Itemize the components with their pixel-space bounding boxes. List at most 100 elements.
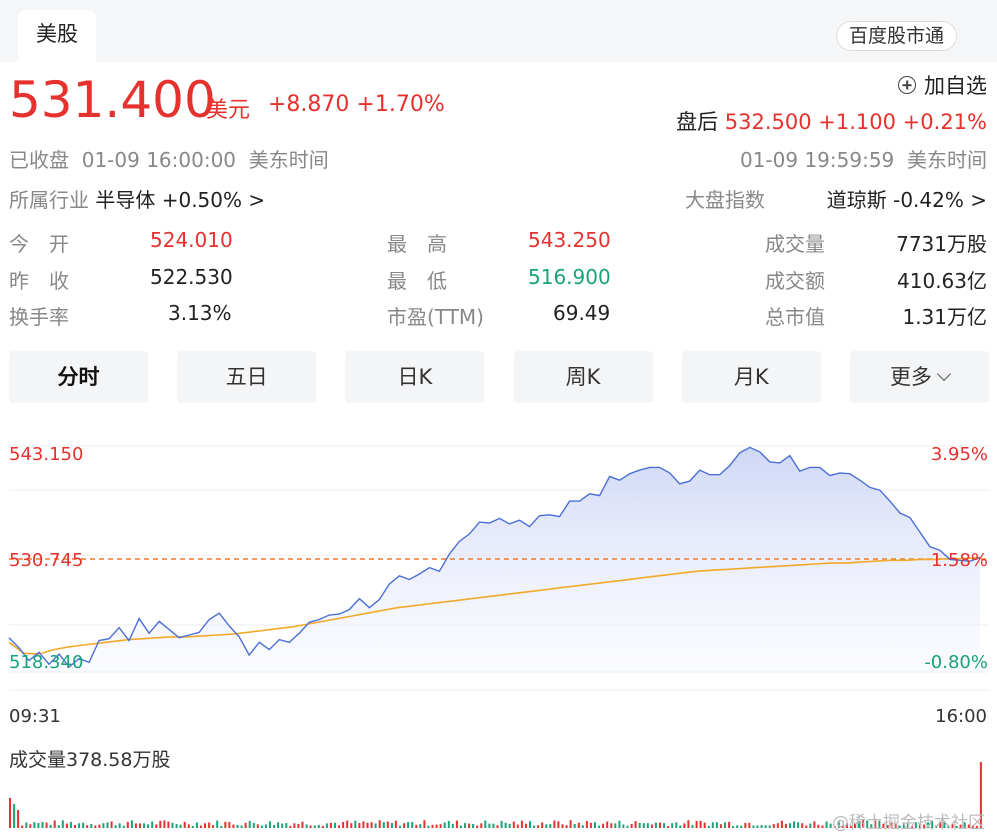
chevron-right-icon: > bbox=[248, 188, 266, 212]
volume-bar bbox=[390, 823, 393, 828]
market-tab[interactable]: 美股 bbox=[18, 10, 96, 62]
stat-high-label: 最 高 bbox=[387, 232, 447, 256]
volume-bar bbox=[898, 825, 901, 828]
volume-bar bbox=[927, 822, 930, 828]
volume-bar bbox=[667, 826, 670, 828]
volume-bar bbox=[488, 823, 491, 828]
volume-bar bbox=[464, 823, 466, 828]
price-area-fill bbox=[9, 447, 980, 672]
volume-bar bbox=[370, 822, 373, 828]
volume-bar bbox=[780, 820, 783, 828]
y-label-mid-right: 1.58% bbox=[931, 550, 988, 571]
index-label-text: 大盘指数 bbox=[685, 188, 765, 212]
volume-bar bbox=[102, 823, 105, 828]
volume-bar bbox=[610, 823, 613, 828]
volume-bar bbox=[772, 824, 775, 828]
volume-bar bbox=[49, 824, 52, 828]
volume-bar bbox=[711, 822, 714, 828]
volume-bar bbox=[455, 820, 458, 828]
volume-bar bbox=[492, 823, 495, 828]
volume-bar bbox=[870, 824, 873, 828]
volume-bar bbox=[224, 821, 227, 828]
volume-bar bbox=[212, 825, 215, 828]
volume-bar bbox=[760, 825, 763, 828]
volume-bar bbox=[663, 823, 666, 828]
volume-bar bbox=[504, 822, 507, 828]
volume-bar bbox=[25, 822, 28, 828]
volume-bar bbox=[130, 820, 133, 828]
chevron-down-icon bbox=[936, 366, 952, 382]
tab-more[interactable]: 更多 bbox=[849, 351, 989, 403]
volume-bar bbox=[155, 824, 158, 828]
volume-bar bbox=[585, 821, 588, 828]
volume-bar bbox=[439, 824, 442, 828]
industry-link[interactable]: 所属行业 半导体 +0.50% > bbox=[9, 184, 265, 213]
volume-bar bbox=[845, 823, 848, 828]
volume-bar bbox=[935, 825, 938, 828]
volume-bar bbox=[264, 824, 267, 828]
volume-bar bbox=[273, 825, 276, 828]
currency-label: 美元 bbox=[206, 98, 251, 123]
volume-bar bbox=[313, 825, 316, 828]
volume-bar bbox=[37, 823, 40, 828]
volume-bar bbox=[33, 822, 36, 828]
watermark: @稀土掘金技术社区 bbox=[832, 813, 985, 833]
volume-bar bbox=[82, 822, 85, 828]
volume-bar bbox=[281, 823, 284, 828]
chevron-right-icon: > bbox=[970, 188, 987, 212]
price-change: +8.870 +1.70% bbox=[268, 92, 445, 117]
volume-bar bbox=[480, 823, 483, 828]
tab-intraday[interactable]: 分时 bbox=[9, 351, 148, 403]
volume-bar bbox=[732, 825, 735, 828]
volume-bar bbox=[955, 825, 958, 828]
volume-bar bbox=[902, 823, 905, 828]
add-watchlist-button[interactable]: 加自选 bbox=[898, 70, 987, 100]
service-button[interactable]: 百度股市通 bbox=[835, 21, 957, 51]
volume-bar bbox=[468, 823, 471, 828]
volume-bar bbox=[943, 822, 946, 828]
volume-bar bbox=[801, 823, 804, 828]
volume-bar bbox=[638, 822, 641, 828]
status-text: 已收盘 bbox=[9, 148, 69, 172]
volume-bar bbox=[837, 821, 840, 828]
volume-bar bbox=[167, 821, 170, 828]
volume-bar bbox=[484, 820, 487, 828]
intraday-chart: 543.150 3.95% 530.745 1.58% 518.340 -0.80% bbox=[8, 444, 988, 828]
volume-bar bbox=[17, 810, 20, 828]
stat-prev-close-label: 昨 收 bbox=[9, 269, 69, 293]
volume-bar bbox=[358, 823, 361, 828]
volume-bar bbox=[748, 822, 751, 828]
volume-bar bbox=[849, 825, 852, 828]
volume-bar bbox=[411, 821, 414, 828]
volume-bar bbox=[325, 823, 328, 828]
volume-bar bbox=[403, 823, 406, 828]
volume-bar bbox=[110, 821, 113, 828]
volume-bar bbox=[553, 820, 556, 828]
price-line bbox=[8, 446, 981, 668]
volume-bar bbox=[756, 825, 759, 828]
volume-bar bbox=[577, 822, 580, 828]
volume-bar bbox=[626, 825, 629, 828]
volume-bar bbox=[9, 798, 11, 828]
volume-bar bbox=[821, 825, 824, 828]
after-hours-time: 01-09 19:59:59 美东时间 bbox=[740, 144, 987, 173]
volume-bar bbox=[886, 825, 889, 828]
index-link[interactable]: 道琼斯 -0.42% > bbox=[827, 184, 987, 213]
volume-bar bbox=[561, 824, 564, 828]
stat-prev-close-value: 522.530 bbox=[150, 265, 233, 289]
y-label-low-left: 518.340 bbox=[9, 652, 83, 673]
tab-five-day[interactable]: 五日 bbox=[177, 351, 317, 403]
volume-bar bbox=[512, 821, 515, 828]
volume-bar bbox=[378, 820, 381, 828]
volume-bar bbox=[118, 823, 121, 828]
tab-monthly-k[interactable]: 月K bbox=[681, 351, 821, 403]
volume-bar bbox=[301, 821, 304, 828]
volume-bar bbox=[94, 825, 97, 828]
tab-daily-k[interactable]: 日K bbox=[345, 351, 485, 403]
volume-bar bbox=[329, 822, 332, 828]
volume-bar bbox=[334, 822, 336, 828]
tab-weekly-k[interactable]: 周K bbox=[513, 351, 653, 403]
volume-bar bbox=[407, 822, 410, 828]
volume-bar bbox=[74, 825, 76, 828]
volume-bar bbox=[183, 821, 186, 828]
